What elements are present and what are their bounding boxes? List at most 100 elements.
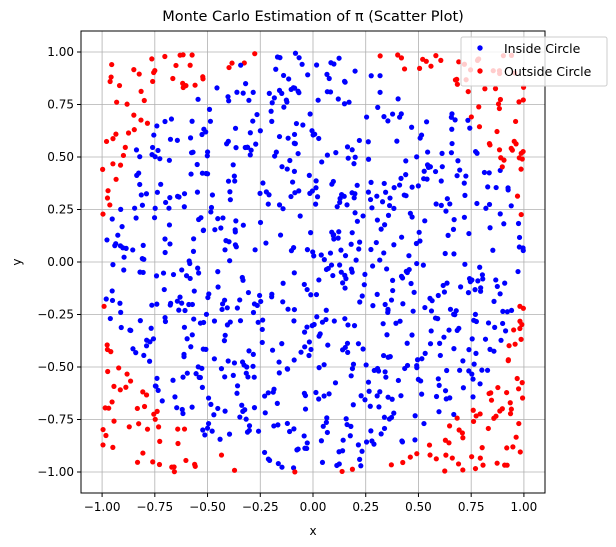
point-outside-circle xyxy=(460,467,466,473)
point-outside-circle xyxy=(150,459,156,465)
y-tick-label: 0.00 xyxy=(47,255,74,269)
point-outside-circle xyxy=(180,52,186,58)
point-inside-circle xyxy=(445,232,451,238)
point-inside-circle xyxy=(137,318,143,324)
point-inside-circle xyxy=(403,193,409,199)
point-inside-circle xyxy=(398,111,404,117)
point-inside-circle xyxy=(196,216,202,223)
point-outside-circle xyxy=(134,405,140,412)
point-inside-circle xyxy=(187,135,194,141)
point-inside-circle xyxy=(337,199,343,205)
point-inside-circle xyxy=(375,368,382,374)
point-outside-circle xyxy=(226,64,232,71)
point-inside-circle xyxy=(215,405,221,412)
point-outside-circle xyxy=(517,318,523,324)
point-outside-circle xyxy=(438,57,444,63)
point-outside-circle xyxy=(426,442,433,448)
point-inside-circle xyxy=(304,247,311,253)
point-inside-circle xyxy=(222,332,228,338)
point-inside-circle xyxy=(218,366,225,372)
point-inside-circle xyxy=(447,395,453,401)
point-outside-circle xyxy=(100,442,106,448)
point-inside-circle xyxy=(485,184,491,190)
point-outside-circle xyxy=(154,408,160,414)
point-inside-circle xyxy=(335,96,341,102)
point-inside-circle xyxy=(167,136,174,142)
point-inside-circle xyxy=(336,55,342,61)
point-inside-circle xyxy=(458,284,464,290)
point-inside-circle xyxy=(280,280,286,286)
point-inside-circle xyxy=(285,135,291,141)
point-inside-circle xyxy=(345,349,351,355)
point-inside-circle xyxy=(269,294,275,300)
point-inside-circle xyxy=(373,239,379,246)
point-inside-circle xyxy=(246,423,253,429)
point-inside-circle xyxy=(314,62,320,68)
point-outside-circle xyxy=(520,97,526,103)
point-inside-circle xyxy=(349,190,355,196)
point-inside-circle xyxy=(365,156,372,162)
point-inside-circle xyxy=(151,132,157,138)
point-inside-circle xyxy=(127,327,133,333)
point-inside-circle xyxy=(328,60,334,66)
point-inside-circle xyxy=(480,276,486,282)
point-inside-circle xyxy=(377,73,383,79)
point-inside-circle xyxy=(455,158,461,164)
point-inside-circle xyxy=(345,322,351,328)
point-inside-circle xyxy=(397,182,403,188)
point-inside-circle xyxy=(209,428,215,434)
point-inside-circle xyxy=(285,306,291,312)
point-inside-circle xyxy=(109,297,116,304)
point-inside-circle xyxy=(359,293,365,299)
y-axis-label: y xyxy=(10,258,24,265)
point-inside-circle xyxy=(367,196,374,203)
point-outside-circle xyxy=(497,96,504,103)
point-inside-circle xyxy=(284,99,290,105)
point-inside-circle xyxy=(376,404,382,410)
point-outside-circle xyxy=(459,430,465,436)
point-inside-circle xyxy=(323,419,329,425)
point-inside-circle xyxy=(363,439,370,445)
point-inside-circle xyxy=(433,201,439,207)
point-inside-circle xyxy=(227,258,233,264)
point-inside-circle xyxy=(454,173,460,179)
point-outside-circle xyxy=(455,461,462,467)
point-inside-circle xyxy=(442,388,449,394)
point-inside-circle xyxy=(324,152,330,158)
point-inside-circle xyxy=(449,111,455,117)
point-inside-circle xyxy=(227,197,233,203)
point-outside-circle xyxy=(200,74,206,80)
point-inside-circle xyxy=(118,324,124,331)
point-inside-circle xyxy=(172,394,178,400)
point-inside-circle xyxy=(447,306,454,312)
point-inside-circle xyxy=(406,266,412,273)
point-outside-circle xyxy=(157,438,163,444)
point-inside-circle xyxy=(286,76,292,82)
point-inside-circle xyxy=(238,62,244,68)
point-inside-circle xyxy=(380,321,386,327)
point-inside-circle xyxy=(272,153,278,159)
point-inside-circle xyxy=(222,374,228,380)
point-inside-circle xyxy=(483,205,489,211)
point-inside-circle xyxy=(284,420,290,427)
point-inside-circle xyxy=(386,202,393,209)
point-inside-circle xyxy=(349,365,356,372)
point-outside-circle xyxy=(511,327,517,333)
point-inside-circle xyxy=(239,359,246,365)
point-inside-circle xyxy=(313,178,319,184)
point-inside-circle xyxy=(295,88,301,94)
point-inside-circle xyxy=(394,138,400,144)
point-inside-circle xyxy=(194,189,201,195)
point-inside-circle xyxy=(121,267,127,273)
point-inside-circle xyxy=(438,178,444,184)
point-inside-circle xyxy=(222,247,228,253)
point-inside-circle xyxy=(209,192,216,198)
point-inside-circle xyxy=(226,98,232,104)
point-inside-circle xyxy=(259,326,265,333)
point-inside-circle xyxy=(167,241,173,247)
point-inside-circle xyxy=(273,149,279,155)
point-inside-circle xyxy=(180,410,186,417)
point-inside-circle xyxy=(143,191,150,197)
point-inside-circle xyxy=(367,403,373,409)
point-outside-circle xyxy=(349,466,356,472)
